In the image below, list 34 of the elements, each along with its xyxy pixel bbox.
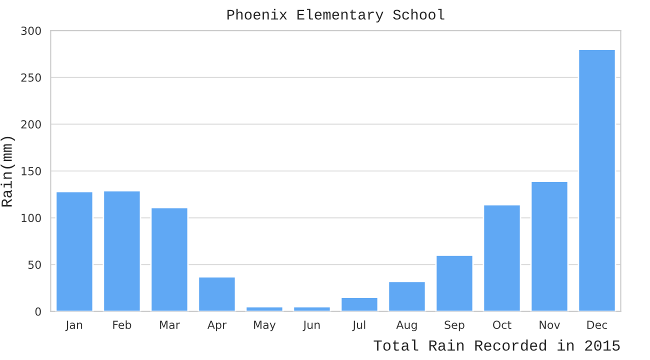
x-tick-label: Jul — [352, 320, 366, 332]
y-axis-title: Rain(mm) — [0, 136, 15, 206]
bar — [198, 276, 236, 312]
bar — [482, 204, 522, 312]
bar — [340, 296, 379, 312]
bar — [55, 190, 94, 312]
x-axis-title: Total Rain Recorded in 2015 — [374, 340, 620, 351]
bar — [530, 180, 569, 312]
x-tick-label: Feb — [113, 320, 132, 330]
y-tick-label: 150 — [22, 166, 41, 176]
x-tick-label: Oct — [493, 320, 512, 330]
x-tick-label: Nov — [540, 320, 560, 330]
x-tick-label: Apr — [207, 320, 227, 332]
y-tick-label: 0 — [35, 307, 41, 316]
y-tick-label: 250 — [21, 73, 41, 82]
y-tick-label: 300 — [21, 26, 41, 35]
x-tick-label: Dec — [587, 320, 608, 330]
bar — [102, 190, 142, 312]
x-tick-label: Jun — [302, 320, 320, 332]
x-tick-label: Jan — [65, 320, 82, 332]
bar — [292, 306, 332, 312]
bar — [245, 306, 284, 312]
y-tick-label: 50 — [28, 260, 41, 269]
x-tick-label: Mar — [160, 320, 180, 330]
x-tick-label: May — [254, 320, 276, 332]
x-tick-label: Aug — [396, 320, 417, 332]
bar — [435, 254, 474, 312]
bar — [578, 48, 616, 312]
chart-title: Phoenix Elementary School — [227, 8, 444, 23]
bar — [150, 206, 189, 312]
y-tick-label: 100 — [22, 214, 41, 222]
bar — [388, 280, 426, 312]
y-tick-label: 200 — [21, 120, 41, 129]
x-tick-label: Sep — [444, 320, 464, 332]
